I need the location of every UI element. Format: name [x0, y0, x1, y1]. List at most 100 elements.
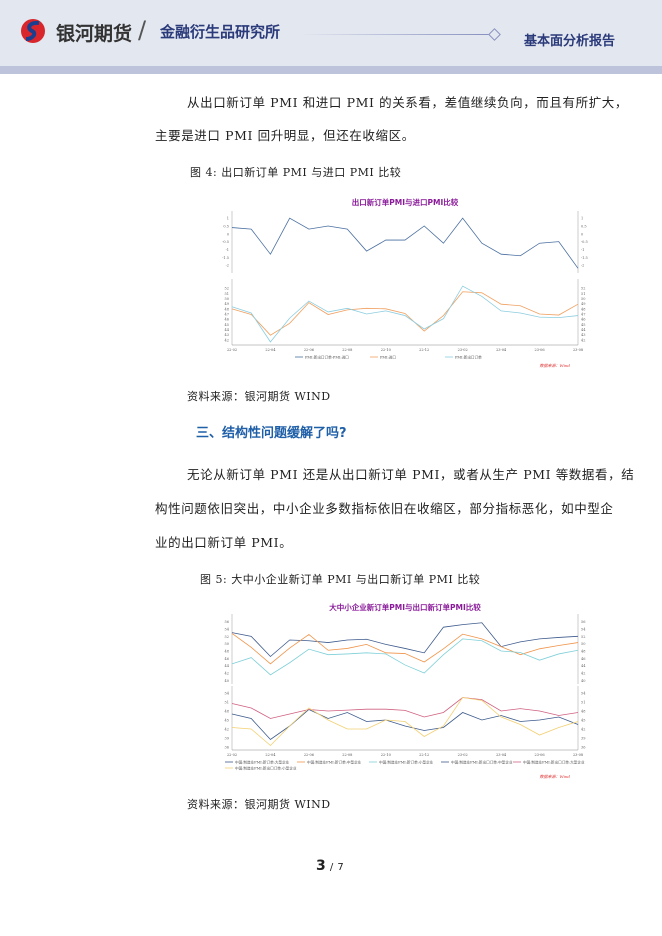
- y-tick-label-right: 45: [581, 323, 585, 327]
- y-tick-label: 44: [225, 328, 230, 332]
- legend-label: PMI:进口: [380, 355, 396, 360]
- x-tick-label: 23-08: [573, 753, 583, 757]
- x-tick-label: 22-10: [381, 753, 391, 757]
- y-tick-label-right: 51: [581, 701, 585, 705]
- y-tick-label-right: 49: [581, 302, 585, 306]
- y-tick-label: 52: [225, 287, 229, 291]
- y-tick-label: 42: [225, 338, 229, 342]
- y-tick-label: -1: [226, 248, 229, 252]
- legend-label: PMI:新出口订单: [455, 355, 482, 360]
- header-stripe: [0, 66, 662, 74]
- y-tick-label: 42: [225, 728, 229, 732]
- y-tick-label-right: 48: [581, 650, 585, 654]
- y-tick-label: 47: [225, 313, 229, 317]
- x-tick-label: 22-10: [381, 348, 391, 352]
- series-line: [231, 709, 579, 741]
- y-tick-label: 45: [225, 719, 229, 723]
- x-tick-label: 23-02: [458, 348, 468, 352]
- header-rule: [300, 34, 490, 35]
- legend-label: 中国:制造业PMI:新出口订单:中型企业: [451, 760, 513, 765]
- y-tick-label-right: 0.5: [581, 224, 587, 228]
- x-tick-label: 22-08: [342, 753, 352, 757]
- y-tick-label-right: 40: [581, 679, 585, 683]
- x-tick-label: 23-06: [535, 348, 545, 352]
- y-tick-label-right: -0.5: [581, 240, 588, 244]
- legend-label: 中国:制造业PMI:新出口订单:小型企业: [235, 766, 297, 771]
- diamond-icon: [488, 28, 501, 41]
- y-tick-label-right: 50: [581, 297, 585, 301]
- y-tick-label-right: -1: [581, 248, 584, 252]
- y-tick-label-right: 54: [581, 692, 586, 696]
- x-tick-label: 22-08: [342, 348, 352, 352]
- page-header: 银河期货 / 金融衍生品研究所 基本面分析报告: [0, 0, 662, 66]
- legend-label: 中国:制造业PMI:新出口订单:大型企业: [523, 760, 585, 765]
- y-tick-label: -1.5: [222, 256, 229, 260]
- series-line: [231, 697, 579, 719]
- report-type: 基本面分析报告: [524, 34, 616, 49]
- y-tick-label: 45: [225, 323, 229, 327]
- paragraph-line: 从出口新订单 PMI 和进口 PMI 的关系看，差值继续负向，而且有所扩大，: [187, 95, 628, 110]
- section-heading: 三、结构性问题缓解了吗?: [196, 426, 347, 441]
- y-tick-label: 46: [225, 657, 229, 661]
- x-tick-label: 23-04: [496, 753, 507, 757]
- y-tick-label: 52: [225, 635, 229, 639]
- y-tick-label: 50: [225, 642, 229, 646]
- series-line: [231, 638, 579, 676]
- y-tick-label-right: 44: [581, 328, 586, 332]
- x-tick-label: 22-06: [304, 348, 314, 352]
- y-tick-label-right: -1.5: [581, 256, 588, 260]
- y-tick-label: 0: [227, 232, 229, 236]
- page-sep: /: [329, 862, 334, 873]
- legend-label: 中国:制造业PMI:新订单:小型企业: [379, 760, 434, 765]
- x-tick-label: 23-04: [496, 348, 507, 352]
- paragraph-line: 主要是进口 PMI 回升明显，但还在收缩区。: [155, 128, 415, 143]
- y-tick-label-right: 1: [581, 217, 583, 221]
- legend-label: PMI:新出口订单-PMI:进口: [305, 355, 349, 360]
- y-tick-label: 1: [227, 217, 229, 221]
- institute-name: 金融衍生品研究所: [160, 23, 281, 41]
- y-tick-label-right: 39: [581, 737, 585, 741]
- y-tick-label: 42: [225, 672, 229, 676]
- paragraph-line: 无论从新订单 PMI 还是从出口新订单 PMI，或者从生产 PMI 等数据看，结: [187, 467, 635, 482]
- y-tick-label: 48: [225, 307, 229, 311]
- y-tick-label-right: 56: [581, 620, 585, 624]
- y-tick-label: 54: [225, 692, 230, 696]
- y-tick-label-right: 47: [581, 313, 585, 317]
- chart-source-note: 数据来源：Wind: [540, 774, 571, 779]
- source-note: 资料来源：银河期货 WIND: [187, 390, 331, 403]
- y-tick-label: 51: [225, 701, 229, 705]
- source-note: 资料来源：银河期货 WIND: [187, 798, 331, 811]
- chart-title: 出口新订单PMI与进口PMI比较: [352, 197, 459, 207]
- y-tick-label: -2: [226, 264, 229, 268]
- y-tick-label-right: 0: [581, 232, 583, 236]
- y-tick-label-right: 51: [581, 292, 585, 296]
- y-tick-label-right: 36: [581, 746, 585, 750]
- y-tick-label-right: 52: [581, 635, 585, 639]
- y-tick-label: 49: [225, 302, 229, 306]
- y-tick-label-right: 42: [581, 728, 585, 732]
- series-line: [231, 285, 579, 343]
- y-tick-label: 48: [225, 710, 229, 714]
- y-tick-label: 50: [225, 297, 229, 301]
- x-tick-label: 22-02: [227, 348, 237, 352]
- paragraph-line: 构性问题依旧突出，中小企业多数指标依旧在收缩区，部分指标恶化，如中型企: [155, 501, 614, 516]
- y-tick-label-right: 50: [581, 642, 585, 646]
- x-tick-label: 23-08: [573, 348, 583, 352]
- galaxy-futures-logo-icon: [21, 19, 45, 43]
- x-tick-label: 23-06: [535, 753, 545, 757]
- y-tick-label: 56: [225, 620, 229, 624]
- paragraph-line: 业的出口新订单 PMI。: [155, 535, 293, 550]
- y-tick-label: 43: [225, 333, 229, 337]
- series-line: [231, 291, 579, 336]
- y-tick-label-right: -2: [581, 264, 584, 268]
- y-tick-label: 46: [225, 318, 229, 322]
- x-tick-label: 22-04: [265, 753, 276, 757]
- y-tick-label: 36: [225, 746, 229, 750]
- chart-title: 大中小企业新订单PMI与出口新订单PMI比较: [329, 602, 481, 612]
- series-line: [231, 697, 579, 747]
- legend-label: 中国:制造业PMI:新订单:中型企业: [307, 760, 362, 765]
- x-tick-label: 22-12: [419, 753, 429, 757]
- legend-label: 中国:制造业PMI:新订单:大型企业: [235, 760, 290, 765]
- y-tick-label-right: 48: [581, 307, 585, 311]
- x-tick-label: 22-12: [419, 348, 429, 352]
